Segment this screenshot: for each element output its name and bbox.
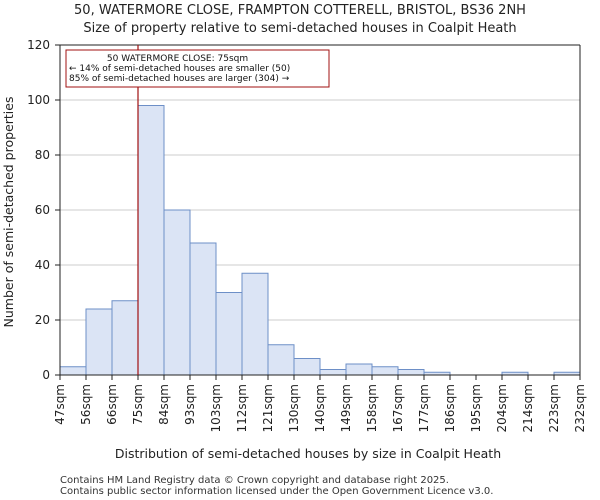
x-tick-label: 103sqm (209, 384, 223, 432)
x-tick-label: 130sqm (287, 384, 301, 432)
footer-line2: Contains public sector information licen… (60, 486, 493, 497)
y-tick-label: 80 (35, 148, 50, 162)
y-tick-label: 0 (42, 368, 50, 382)
x-tick-label: 214sqm (521, 384, 535, 432)
x-tick-label: 93sqm (183, 384, 197, 425)
x-tick-label: 195sqm (469, 384, 483, 432)
bar (267, 344, 295, 376)
bar (319, 369, 347, 376)
annotation-line1: 50 WATERMORE CLOSE: 75sqm (107, 54, 248, 64)
bar (371, 366, 399, 376)
chart-title-line2: Size of property relative to semi-detach… (83, 21, 516, 36)
bar (111, 300, 139, 376)
bar (241, 272, 269, 376)
x-tick-label: 186sqm (443, 384, 457, 432)
y-axis-ticks: 0 20 40 60 80 100 120 (27, 38, 60, 382)
y-tick-label: 20 (35, 313, 50, 327)
bar (397, 369, 425, 376)
x-tick-label: 84sqm (157, 384, 171, 425)
bar (85, 308, 113, 376)
annotation-box: 50 WATERMORE CLOSE: 75sqm ← 14% of semi-… (65, 49, 330, 88)
x-tick-label: 204sqm (495, 384, 509, 432)
y-tick-label: 60 (35, 203, 50, 217)
bar (293, 358, 321, 376)
x-tick-label: 75sqm (131, 384, 145, 425)
x-tick-label: 232sqm (573, 384, 587, 432)
x-tick-label: 121sqm (261, 384, 275, 432)
bars (59, 105, 581, 376)
x-tick-label: 66sqm (105, 384, 119, 425)
y-tick-label: 100 (27, 93, 50, 107)
bar (345, 363, 373, 376)
footer-line1: Contains HM Land Registry data © Crown c… (60, 475, 449, 486)
annotation-line2: ← 14% of semi-detached houses are smalle… (69, 64, 290, 74)
x-tick-label: 149sqm (339, 384, 353, 432)
bar (215, 292, 243, 376)
chart-title-line1: 50, WATERMORE CLOSE, FRAMPTON COTTERELL,… (74, 3, 526, 18)
x-tick-label: 140sqm (313, 384, 327, 432)
x-tick-label: 158sqm (365, 384, 379, 432)
x-axis-label: Distribution of semi-detached houses by … (115, 446, 501, 461)
y-tick-label: 120 (27, 38, 50, 52)
x-tick-label: 177sqm (417, 384, 431, 432)
bar (137, 105, 165, 376)
bar (189, 242, 217, 376)
bar (163, 209, 191, 376)
y-tick-label: 40 (35, 258, 50, 272)
x-tick-label: 112sqm (235, 384, 249, 432)
annotation-line3: 85% of semi-detached houses are larger (… (69, 74, 290, 84)
y-axis-label: Number of semi-detached properties (1, 97, 16, 328)
x-tick-label: 47sqm (53, 384, 67, 425)
x-axis-ticks: 47sqm 56sqm 66sqm 75sqm 84sqm 93sqm 103sqm 112s… (53, 375, 587, 432)
bar (59, 366, 87, 376)
x-tick-label: 223sqm (547, 384, 561, 432)
annotation-frame (65, 49, 330, 88)
x-tick-label: 56sqm (79, 384, 93, 425)
x-tick-label: 167sqm (391, 384, 405, 432)
